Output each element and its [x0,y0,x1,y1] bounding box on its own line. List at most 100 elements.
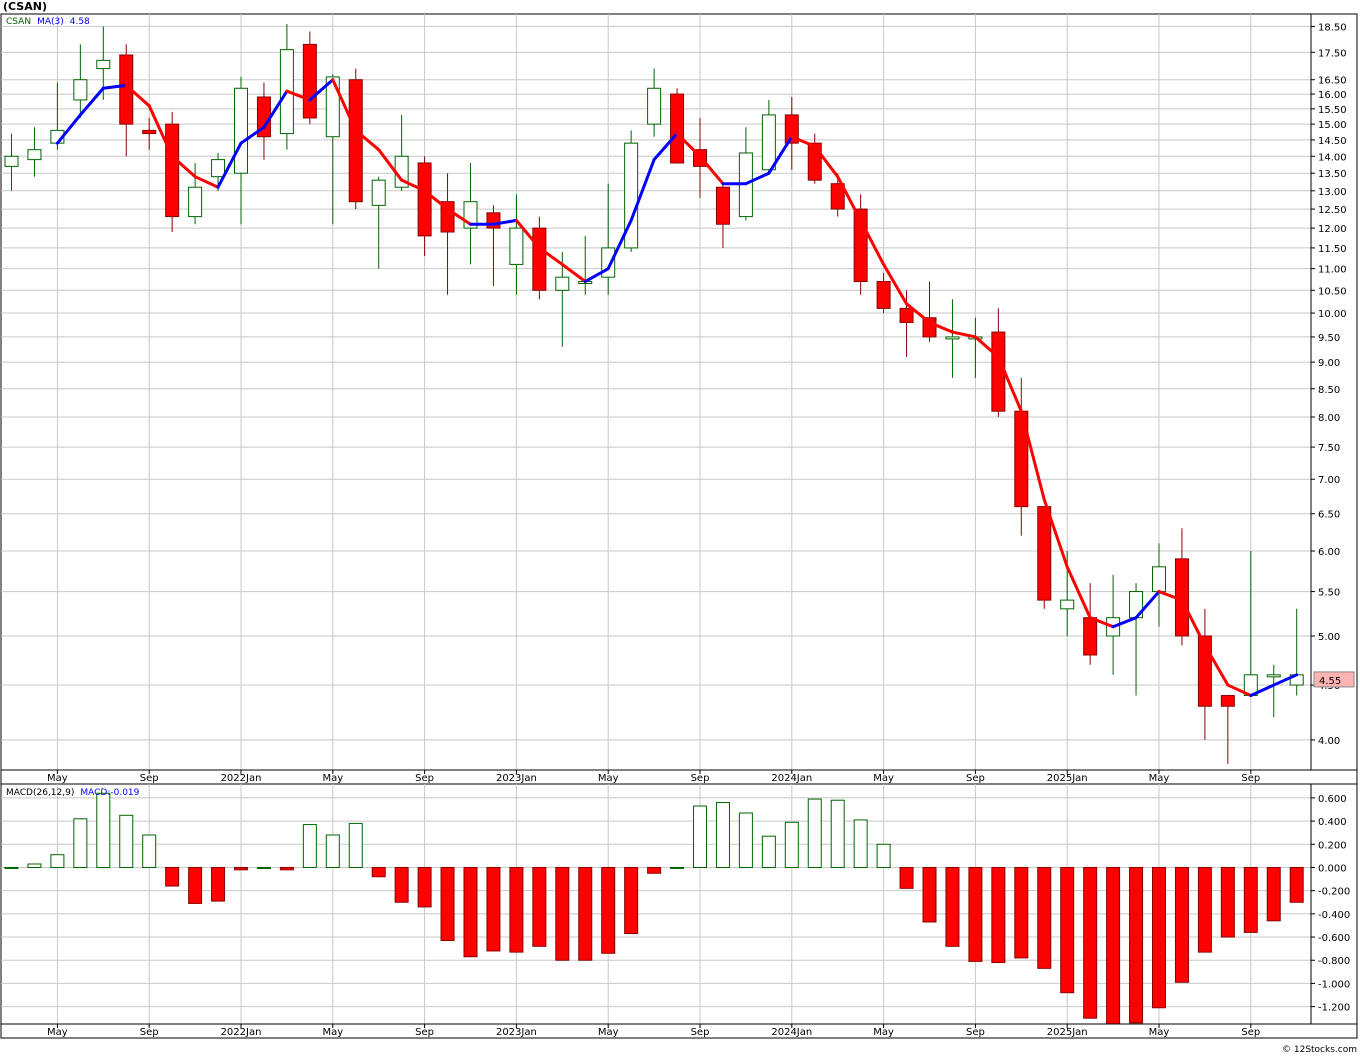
y-tick-label: -0.800 [1318,956,1350,967]
macd-bar [1220,866,1235,938]
macd-bar [96,792,111,868]
candle-body [830,183,845,210]
x-tick-label: May [873,773,894,784]
macd-bar [394,866,409,903]
candle-body [1266,674,1281,678]
y-tick-label: 11.00 [1318,265,1347,276]
candle-body [1060,599,1075,610]
macd-bar [1289,866,1304,903]
ma3-segment [308,78,335,102]
macd-bar [968,866,983,962]
x-tick-label: 2025Jan [1047,1027,1088,1038]
footer-credit: © 12Stocks.com [1282,1045,1357,1055]
candle-body [647,87,662,125]
ma3-segment [491,218,518,226]
ma3-segment [514,218,541,250]
x-tick-label: 2022Jan [221,773,262,784]
y-tick-label: 6.50 [1318,510,1340,521]
candle-body [302,43,317,119]
ma3-segment [675,132,702,158]
candle-body [624,142,639,249]
candle-body [991,331,1006,412]
y-tick-label: 10.00 [1318,309,1347,320]
y-tick-label: 0.400 [1318,817,1347,828]
x-axis-band [0,1023,1358,1039]
ma3-segment [767,135,794,175]
macd-bar [211,866,226,902]
price-panel [0,13,1312,771]
legend-item: MACD(26,12,9) [6,788,74,798]
ma3-segment [377,148,404,182]
y-tick-label: 18.50 [1318,22,1347,33]
x-tick-label: May [598,1027,619,1038]
x-tick-label: May [47,773,68,784]
x-tick-label: Sep [415,773,434,784]
ma3-segment [423,189,450,211]
ma3-segment [652,132,679,162]
macd-bar [578,866,593,961]
y-tick-label: 8.00 [1318,413,1340,424]
x-tick-label: Sep [691,773,710,784]
macd-panel [0,783,1350,1025]
macd-legend: MACD(26,12,9) MACD:-0.019 [6,788,140,798]
macd-bar [670,866,685,869]
y-tick-label: 17.50 [1318,48,1347,59]
macd-bar [1106,866,1121,1025]
ma3-segment [1249,683,1276,698]
x-tick-label: 2023Jan [496,773,537,784]
y-tick-label: -0.200 [1318,887,1350,898]
ma3-segment [882,262,909,306]
ma3-segment [193,175,220,189]
ma3-segment [1065,565,1092,620]
y-tick-label: 16.50 [1318,76,1347,87]
macd-bar [922,866,937,923]
macd-bar [1083,866,1098,1019]
macd-bar [234,866,248,871]
price-plot-area [0,13,1312,771]
macd-bar [325,834,340,868]
price-legend: CSAN MA(3) 4.58 [6,17,90,27]
ma3-segment [1203,643,1230,687]
candle-body [876,281,891,309]
macd-bar [50,854,65,868]
ma3-segment [1226,683,1253,698]
y-tick-label: 9.00 [1318,358,1340,369]
macd-bar [4,866,19,869]
macd-bar [1060,866,1075,994]
macd-bar [624,866,639,935]
y-tick-label: -1.200 [1318,1003,1350,1014]
macd-axis: 0.600 0.400 0.200 0.000 -0.200 -0.400 -0.600 -0… [1310,783,1358,1025]
y-tick-label: 14.50 [1318,136,1347,147]
ma3-segment [973,335,1000,359]
candle-body [188,186,203,218]
x-tick-label: May [873,1027,894,1038]
ma3-segment [239,125,266,145]
y-tick-label: 0.200 [1318,840,1347,851]
macd-bar [509,866,524,953]
ma3-segment [996,355,1023,413]
candle-body [1152,566,1166,593]
candle-body [211,159,226,178]
macd-bar [693,805,707,868]
macd-bar [555,866,570,961]
macd-bar [601,866,616,954]
last-price-marker [1313,671,1355,688]
y-tick-label: 16.00 [1318,90,1347,101]
macd-bar [647,866,662,874]
y-tick-label: 5.00 [1318,632,1340,643]
candle-body [509,227,524,265]
macd-bar [1129,866,1144,1024]
macd-bar [876,843,891,868]
macd-bar [1174,866,1189,983]
ma3-segment [537,246,564,266]
macd-bar [142,834,157,868]
y-tick-label: 6.00 [1318,547,1340,558]
macd-bar [1037,866,1052,969]
ma3-segment [354,128,381,152]
macd-bar [302,824,317,868]
candle-body [945,336,960,340]
y-tick-label: 7.50 [1318,443,1340,454]
y-tick-label: 12.00 [1318,224,1347,235]
macd-bar [256,866,271,869]
candle-body [371,179,386,206]
